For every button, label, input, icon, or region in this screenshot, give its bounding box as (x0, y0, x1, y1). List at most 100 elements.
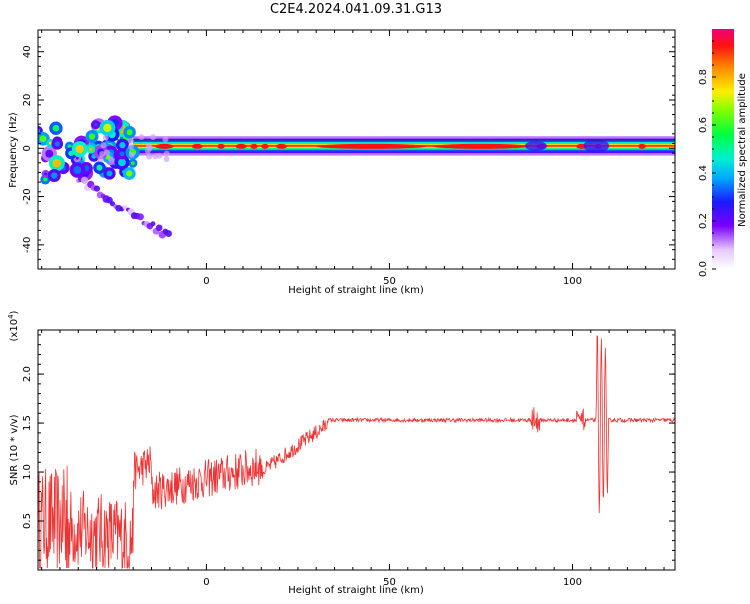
spectrogram-y-axis-label: Frequency (Hz) (8, 112, 19, 188)
snr-y-tick-label: 1.5 (22, 415, 33, 431)
band-peak (250, 143, 258, 149)
snr-y-axis-label: SNR (10 * v/v) (9, 414, 20, 485)
blob-core (96, 164, 103, 171)
x-tick-label: 0 (203, 577, 209, 588)
halo-blob (138, 134, 145, 141)
colorbar-tick-label: 0.4 (698, 165, 709, 181)
colorbar-tick-label: 0.2 (698, 213, 709, 229)
halo-blob (103, 149, 110, 156)
blob-core (54, 141, 60, 147)
blob-core (43, 177, 48, 182)
colorbar-label: Normalized spectral amplitude (737, 73, 748, 227)
chart-title: C2E4.2024.041.09.31.G13 (270, 2, 442, 17)
blob-core (48, 141, 52, 145)
x-tick-label: 50 (383, 276, 396, 287)
blob-core (131, 161, 135, 165)
band-bulge (583, 138, 610, 153)
halo-blob (102, 134, 109, 141)
band-bulge (524, 140, 547, 151)
halo-blob (127, 143, 134, 150)
band-peak (275, 143, 287, 149)
colorbar-gradient (712, 29, 734, 269)
snr-frame (37, 329, 676, 571)
tail-blob (155, 224, 163, 232)
halo-blob (100, 142, 107, 149)
band-peak (155, 143, 174, 149)
colorbar-tick-label: 0.6 (698, 117, 709, 133)
snr-x-axis-label: Height of straight line (km) (288, 585, 424, 596)
band-peak (217, 143, 225, 149)
blob-core (89, 147, 93, 151)
colorbar: 0.0 0.2 0.4 0.6 0.8 Normalized spectral ampl… (698, 29, 748, 277)
blob-core (93, 122, 98, 127)
x-tick-label: 0 (203, 276, 209, 287)
band-peak (638, 143, 646, 149)
snr-y-tick-label: 0.5 (22, 513, 33, 529)
halo-blob (99, 151, 106, 158)
blob-core (75, 156, 79, 160)
y-tick-label: -20 (22, 188, 33, 204)
blob-core (103, 123, 112, 133)
snr-ticks: 0 50 100 0.5 1.0 1.5 2.0 (22, 330, 675, 588)
band-peak (191, 143, 203, 149)
halo-blob (97, 156, 104, 163)
x-tick-label: 50 (383, 577, 396, 588)
tail-blob (150, 221, 156, 227)
blob-core (51, 172, 58, 179)
x-tick-label: 100 (563, 276, 582, 287)
halo-blob (149, 134, 156, 141)
snr-series-line (38, 335, 675, 570)
spectral-band-main (114, 136, 675, 156)
spectrogram-panel: 0 50 100 -40 -20 0 20 40 Height of straight lin… (8, 29, 676, 296)
snr-y-tick-label: 1.0 (22, 464, 33, 480)
blob-core (118, 158, 126, 167)
y-tick-label: -40 (22, 237, 33, 253)
halo-blob (163, 156, 170, 163)
spectrogram-ticks: 0 50 100 -40 -20 0 20 40 (22, 30, 675, 287)
band-peak (261, 143, 269, 149)
tail-blob (93, 185, 101, 192)
spectrogram-x-axis-label: Height of straight line (km) (288, 285, 424, 296)
blob-core (45, 149, 54, 158)
blob-core (52, 124, 60, 132)
spectral-blobs-early (38, 115, 172, 239)
halo-blob (145, 142, 152, 149)
y-tick-label: 40 (22, 45, 33, 58)
y-tick-label: 20 (22, 94, 33, 107)
tail-blob (80, 176, 89, 184)
blob-core (126, 170, 133, 177)
halo-blob (152, 153, 159, 160)
halo-blob (108, 156, 115, 163)
blob-core (39, 135, 47, 143)
colorbar-tick-label: 0.8 (698, 69, 709, 85)
tail-blob (122, 204, 128, 210)
halo-blob (146, 153, 153, 160)
blob-core (126, 129, 133, 136)
blob-core (44, 172, 48, 176)
y-tick-label: 0 (22, 145, 33, 151)
blob-core (106, 170, 113, 177)
band-peak (433, 143, 529, 149)
blob-core (73, 166, 82, 174)
halo-blob (163, 150, 170, 157)
halo-blob (162, 136, 169, 143)
tail-blob (137, 213, 144, 221)
colorbar-tick-label: 0.0 (698, 261, 709, 277)
halo-blob (127, 137, 134, 144)
tail-blob (165, 230, 172, 238)
spectrogram-plot-area (38, 115, 675, 239)
tail-blob (109, 201, 116, 207)
blob-core (75, 144, 84, 154)
spectrogram-frame (37, 29, 676, 270)
snr-y-tick-label: 2.0 (22, 366, 33, 382)
x-tick-label: 100 (563, 577, 582, 588)
colorbar-ticks: 0.0 0.2 0.4 0.6 0.8 (698, 40, 716, 277)
band-peak (235, 143, 247, 149)
snr-panel: 0 50 100 0.5 1.0 1.5 2.0 Height of straight li… (7, 310, 676, 596)
band-peak (316, 143, 427, 149)
blob-core (119, 151, 125, 157)
snr-y-multiplier: (x104) (7, 310, 20, 341)
halo-blob (144, 147, 151, 154)
blob-core (52, 158, 62, 168)
